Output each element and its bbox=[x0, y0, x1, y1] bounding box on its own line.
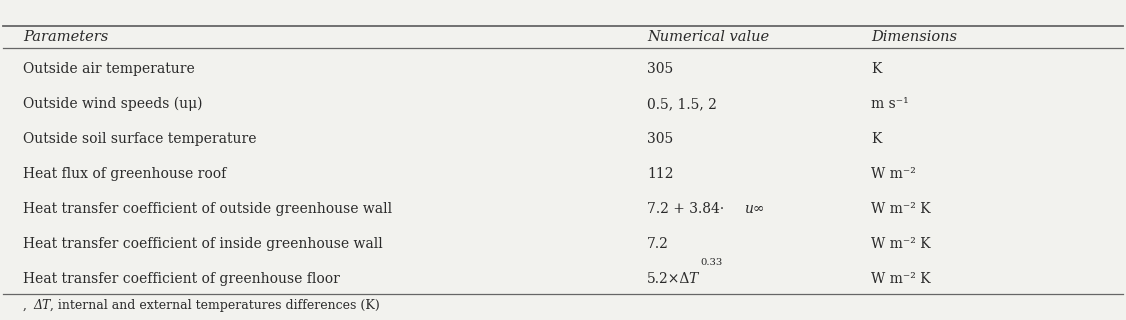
Text: Outside soil surface temperature: Outside soil surface temperature bbox=[23, 132, 257, 146]
Text: u∞: u∞ bbox=[744, 202, 765, 216]
Text: 7.2: 7.2 bbox=[647, 237, 669, 252]
Text: K: K bbox=[872, 132, 882, 146]
Text: W m⁻² K: W m⁻² K bbox=[872, 237, 931, 252]
Text: W m⁻² K: W m⁻² K bbox=[872, 202, 931, 216]
Text: 0.5, 1.5, 2: 0.5, 1.5, 2 bbox=[647, 97, 717, 111]
Text: Parameters: Parameters bbox=[23, 30, 108, 44]
Text: 112: 112 bbox=[647, 167, 673, 181]
Text: Dimensions: Dimensions bbox=[872, 30, 957, 44]
Text: W m⁻²: W m⁻² bbox=[872, 167, 915, 181]
Text: 7.2 + 3.84·: 7.2 + 3.84· bbox=[647, 202, 724, 216]
Text: T: T bbox=[688, 273, 698, 286]
Text: Heat flux of greenhouse roof: Heat flux of greenhouse roof bbox=[23, 167, 226, 181]
Text: W m⁻² K: W m⁻² K bbox=[872, 273, 931, 286]
Text: Heat transfer coefficient of inside greenhouse wall: Heat transfer coefficient of inside gree… bbox=[23, 237, 383, 252]
Text: K: K bbox=[872, 62, 882, 76]
Text: Outside air temperature: Outside air temperature bbox=[23, 62, 195, 76]
Text: , internal and external temperatures differences (K): , internal and external temperatures dif… bbox=[50, 299, 379, 312]
Text: 305: 305 bbox=[647, 62, 673, 76]
Text: Outside wind speeds (uμ): Outside wind speeds (uμ) bbox=[23, 97, 203, 111]
Text: 0.33: 0.33 bbox=[700, 258, 723, 267]
Text: m s⁻¹: m s⁻¹ bbox=[872, 97, 909, 111]
Text: Heat transfer coefficient of outside greenhouse wall: Heat transfer coefficient of outside gre… bbox=[23, 202, 392, 216]
Text: ΔT: ΔT bbox=[33, 299, 51, 312]
Text: Heat transfer coefficient of greenhouse floor: Heat transfer coefficient of greenhouse … bbox=[23, 273, 340, 286]
Text: ,: , bbox=[23, 299, 30, 312]
Text: 305: 305 bbox=[647, 132, 673, 146]
Text: Numerical value: Numerical value bbox=[647, 30, 769, 44]
Text: 5.2×Δ: 5.2×Δ bbox=[647, 273, 690, 286]
